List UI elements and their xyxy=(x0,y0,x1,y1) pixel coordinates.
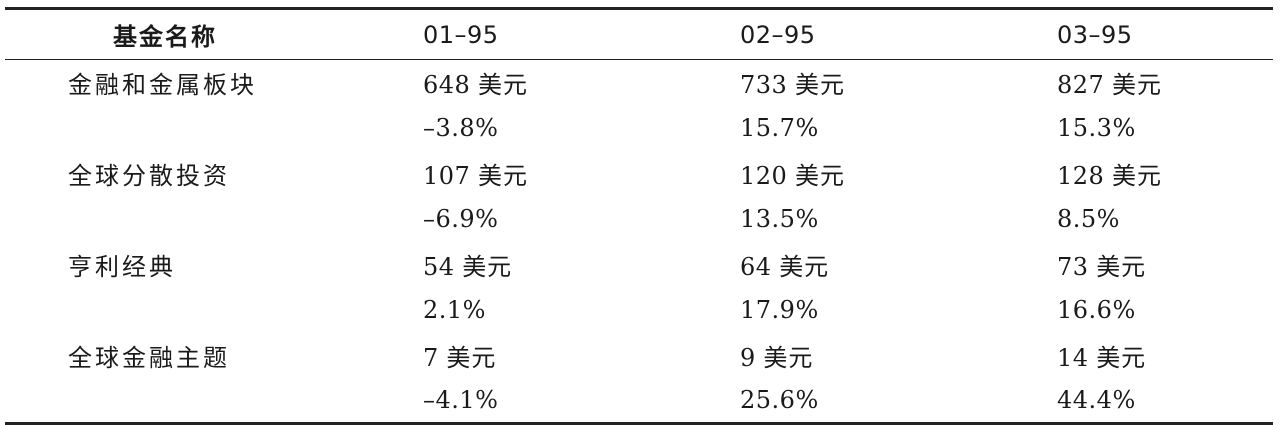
fund-change-cell: –3.8% xyxy=(423,113,499,142)
empty-cell xyxy=(5,196,423,242)
currency-unit: 美元 xyxy=(477,161,528,190)
amount: 733 xyxy=(740,71,788,99)
fund-value-cell: 14 美元 xyxy=(1057,333,1273,379)
fund-name: 亨利经典 xyxy=(68,252,176,281)
amount: 827 xyxy=(1057,71,1105,99)
header-period-3: 03–95 xyxy=(1057,7,1273,60)
currency-unit: 美元 xyxy=(779,252,830,281)
fund-name: 全球分散投资 xyxy=(68,161,230,190)
fund-name: 金融和金属板块 xyxy=(68,71,257,99)
fund-change-cell: 44.4% xyxy=(1057,378,1273,425)
amount: 54 xyxy=(423,252,455,281)
currency-unit: 美元 xyxy=(1096,252,1147,281)
amount: 73 xyxy=(1057,252,1089,281)
header-period-1: 01–95 xyxy=(423,7,740,60)
currency-unit: 美元 xyxy=(794,71,845,99)
fund-value-cell: 648 美元 xyxy=(423,60,740,106)
currency-unit: 美元 xyxy=(477,71,528,99)
currency-unit: 美元 xyxy=(794,161,845,190)
header-fund-name: 基金名称 xyxy=(5,7,423,60)
table-row-fund-value: 全球金融主题 7 美元 9 美元 14 美元 xyxy=(5,333,1273,379)
amount: 648 xyxy=(423,71,471,99)
amount: 107 xyxy=(423,161,471,190)
empty-cell xyxy=(5,378,423,425)
table-row-fund-value: 亨利经典 54 美元 64 美元 73 美元 xyxy=(5,242,1273,288)
table-header: 基金名称 01–95 02–95 03–95 xyxy=(5,7,1273,60)
fund-value-cell: 9 美元 xyxy=(740,333,1057,379)
fund-value-cell: 54 美元 xyxy=(423,242,740,288)
fund-change-cell: 8.5% xyxy=(1057,204,1120,233)
header-period-2: 02–95 xyxy=(740,7,1057,60)
table-row-fund-change: –4.1% 25.6% 44.4% xyxy=(5,378,1273,425)
fund-value-cell: 120 美元 xyxy=(740,151,1057,197)
table-row-fund-value: 金融和金属板块 648 美元 733 美元 827 美元 xyxy=(5,60,1273,106)
fund-name: 全球金融主题 xyxy=(68,343,230,372)
fund-performance-table: 基金名称 01–95 02–95 03–95 金融和金属板块 648 美元 73… xyxy=(5,7,1273,425)
currency-unit: 美元 xyxy=(1111,161,1162,190)
fund-change-cell: –6.9% xyxy=(423,204,499,233)
fund-value-cell: 64 美元 xyxy=(740,242,1057,288)
amount: 128 xyxy=(1057,161,1105,190)
empty-cell xyxy=(5,105,423,151)
fund-change-cell: –4.1% xyxy=(423,378,740,425)
amount: 120 xyxy=(740,161,788,190)
fund-value-cell: 73 美元 xyxy=(1057,242,1273,288)
amount: 9 xyxy=(740,343,756,372)
header-row: 基金名称 01–95 02–95 03–95 xyxy=(5,7,1273,60)
fund-change-cell: 2.1% xyxy=(423,295,486,324)
fund-change-cell: 15.3% xyxy=(1057,113,1136,142)
amount: 7 xyxy=(423,343,439,372)
currency-unit: 美元 xyxy=(763,343,814,372)
table-row-fund-change: 2.1% 17.9% 16.6% xyxy=(5,287,1273,333)
table-row-fund-value: 全球分散投资 107 美元 120 美元 128 美元 xyxy=(5,151,1273,197)
currency-unit: 美元 xyxy=(462,252,513,281)
fund-value-cell: 107 美元 xyxy=(423,151,740,197)
fund-change-cell: 15.7% xyxy=(740,113,819,142)
table-row-fund-change: –6.9% 13.5% 8.5% xyxy=(5,196,1273,242)
table-body: 金融和金属板块 648 美元 733 美元 827 美元 –3.8% 15.7%… xyxy=(5,60,1273,425)
empty-cell xyxy=(5,287,423,333)
amount: 64 xyxy=(740,252,772,281)
fund-value-cell: 733 美元 xyxy=(740,60,1057,106)
currency-unit: 美元 xyxy=(446,343,497,372)
table-row-fund-change: –3.8% 15.7% 15.3% xyxy=(5,105,1273,151)
currency-unit: 美元 xyxy=(1111,71,1162,99)
fund-value-cell: 7 美元 xyxy=(423,333,740,379)
amount: 14 xyxy=(1057,343,1089,372)
fund-change-cell: 16.6% xyxy=(1057,295,1136,324)
currency-unit: 美元 xyxy=(1096,343,1147,372)
fund-value-cell: 128 美元 xyxy=(1057,151,1273,197)
fund-value-cell: 827 美元 xyxy=(1057,60,1273,106)
fund-change-cell: 25.6% xyxy=(740,378,1057,425)
fund-change-cell: 13.5% xyxy=(740,204,819,233)
fund-change-cell: 17.9% xyxy=(740,295,819,324)
